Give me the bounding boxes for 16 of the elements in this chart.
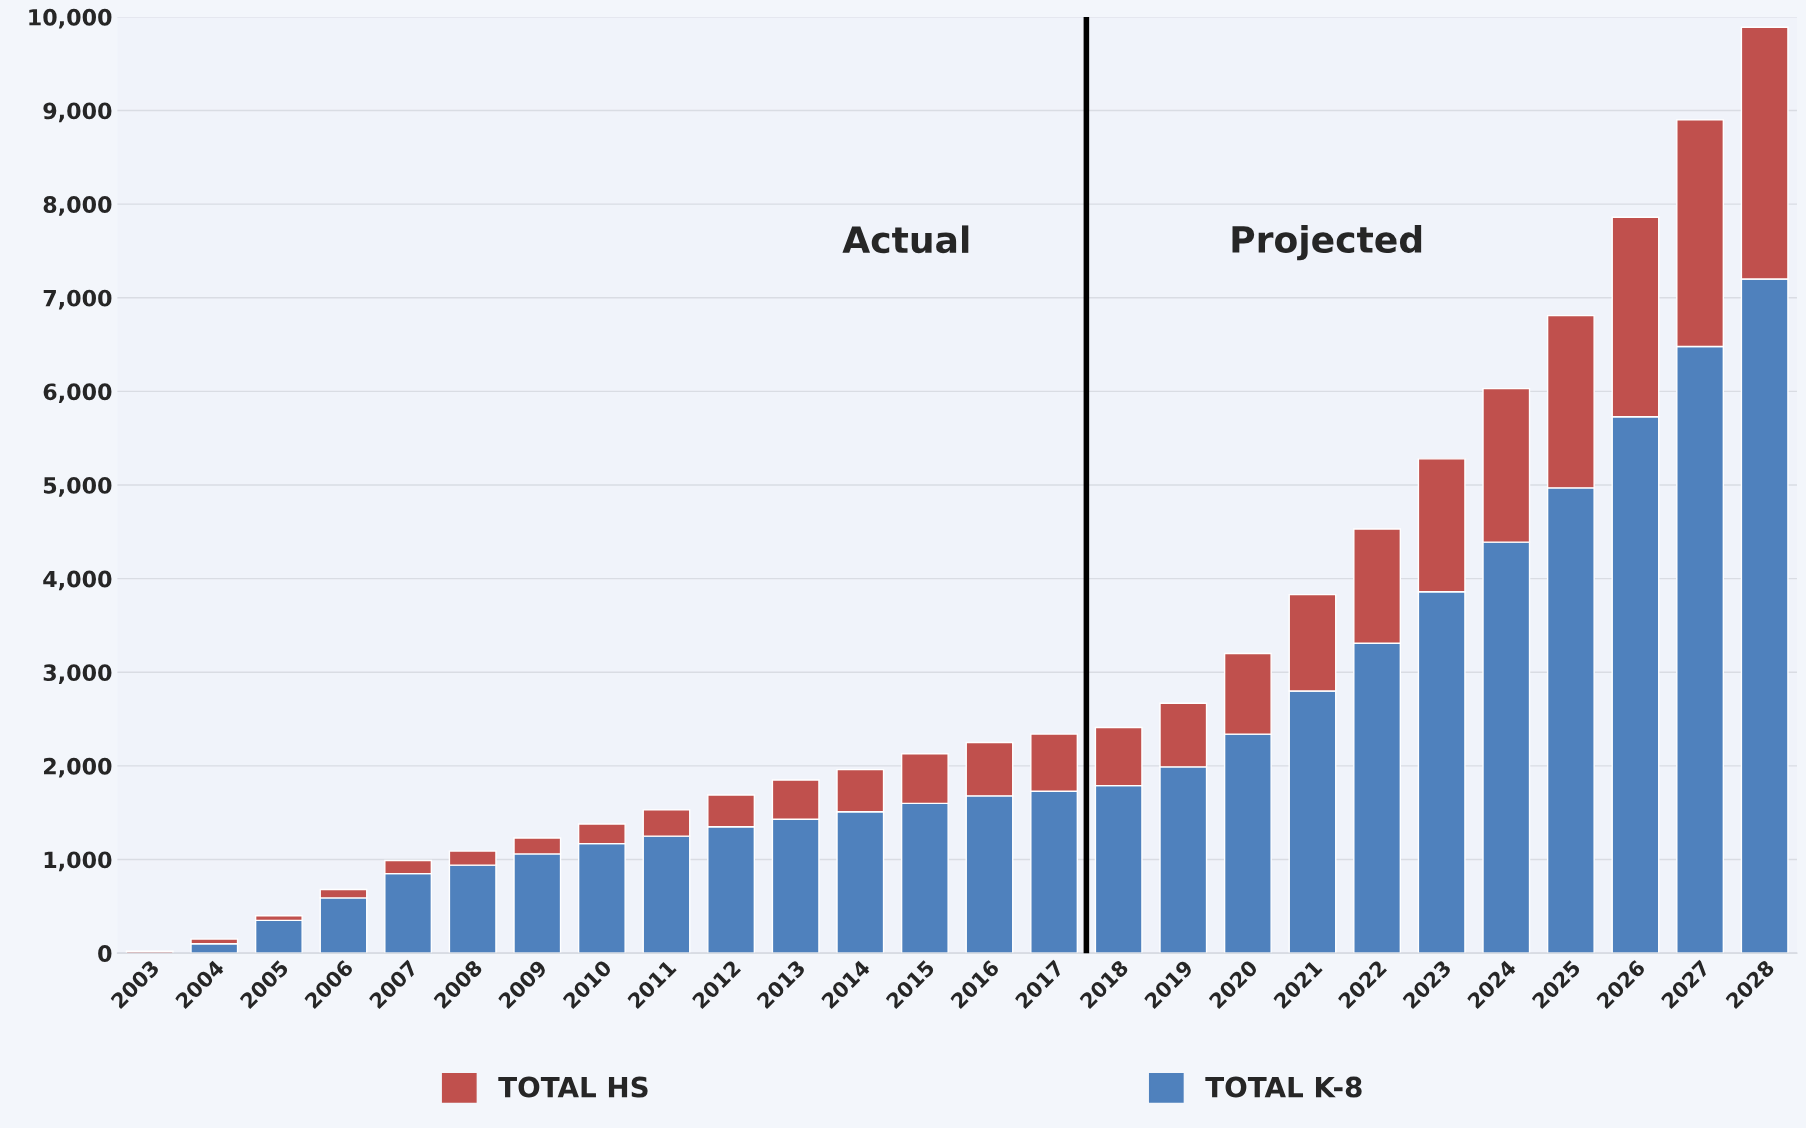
y-tick-label: 10,000 xyxy=(29,8,112,29)
y-tick-label: 7,000 xyxy=(43,289,112,310)
annotation: Actual xyxy=(842,225,969,254)
y-tick-label: 2,000 xyxy=(44,757,112,778)
bar xyxy=(254,919,303,954)
y-tick-label: 1,000 xyxy=(44,851,112,872)
y-tick-label: 8,000 xyxy=(43,196,112,216)
y-tick-label: 0 xyxy=(98,945,112,962)
y-tick-label: 6,000 xyxy=(43,383,112,404)
y-tick-label: 5,000 xyxy=(43,476,112,497)
legend-label: TOTAL K-8 xyxy=(1205,1076,1362,1098)
y-tick-label: 4,000 xyxy=(43,570,112,591)
annotation: Projected xyxy=(1232,225,1422,261)
legend-label: TOTAL HS xyxy=(498,1076,648,1098)
y-tick-label: 9,000 xyxy=(43,102,112,123)
y-tick-label: 3,000 xyxy=(43,664,112,684)
